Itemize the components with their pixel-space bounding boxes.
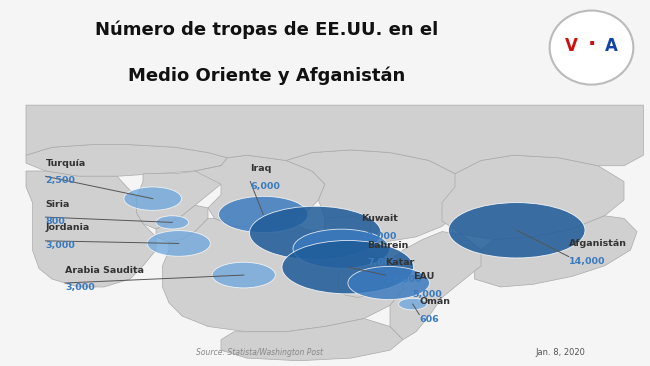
Text: EAU: EAU — [413, 272, 434, 281]
Circle shape — [448, 203, 585, 258]
Text: Iraq: Iraq — [250, 164, 272, 173]
Polygon shape — [156, 205, 208, 242]
Text: Turquía: Turquía — [46, 159, 86, 168]
Text: V: V — [565, 37, 578, 55]
Text: 3,000: 3,000 — [46, 241, 75, 250]
Polygon shape — [474, 216, 637, 287]
Polygon shape — [136, 166, 228, 229]
Text: A: A — [605, 37, 618, 55]
Polygon shape — [26, 145, 228, 176]
Circle shape — [250, 206, 381, 259]
Text: Afganistán: Afganistán — [569, 239, 627, 248]
Text: 3,000: 3,000 — [65, 283, 95, 292]
Text: 2,500: 2,500 — [46, 176, 75, 185]
Text: Omán: Omán — [419, 297, 450, 306]
Circle shape — [398, 298, 427, 310]
Circle shape — [147, 231, 211, 256]
Polygon shape — [195, 155, 325, 226]
Circle shape — [282, 240, 413, 294]
Text: Jordania: Jordania — [46, 223, 90, 232]
Polygon shape — [221, 318, 403, 361]
Polygon shape — [390, 232, 481, 340]
Text: 14,000: 14,000 — [569, 257, 605, 266]
Text: 13,000: 13,000 — [361, 232, 397, 240]
Polygon shape — [338, 242, 390, 298]
Polygon shape — [26, 105, 644, 173]
Polygon shape — [162, 219, 403, 332]
Text: Siria: Siria — [46, 200, 70, 209]
Text: Katar: Katar — [385, 258, 415, 267]
Polygon shape — [26, 171, 156, 287]
Circle shape — [124, 187, 181, 210]
Polygon shape — [286, 150, 468, 242]
Circle shape — [156, 216, 188, 229]
Text: 6,000: 6,000 — [250, 182, 280, 191]
Text: 5,000: 5,000 — [413, 290, 443, 299]
Text: Número de tropas de EE.UU. en el: Número de tropas de EE.UU. en el — [95, 20, 438, 39]
Text: 13,000: 13,000 — [385, 275, 422, 284]
Circle shape — [550, 11, 633, 85]
Text: ·: · — [588, 34, 595, 53]
Text: 800: 800 — [46, 217, 65, 226]
Text: Arabia Saudita: Arabia Saudita — [65, 266, 144, 274]
Polygon shape — [325, 216, 370, 242]
Circle shape — [348, 266, 430, 299]
Text: Kuwait: Kuwait — [361, 214, 398, 223]
Text: 7,000: 7,000 — [367, 258, 397, 267]
Circle shape — [218, 197, 308, 232]
Text: Jan. 8, 2020: Jan. 8, 2020 — [535, 348, 585, 357]
Text: Source: Statista/Washington Post: Source: Statista/Washington Post — [196, 348, 324, 357]
Text: Bahrein: Bahrein — [367, 240, 409, 250]
Polygon shape — [442, 155, 624, 239]
Circle shape — [212, 262, 276, 288]
Text: 606: 606 — [419, 315, 439, 324]
Circle shape — [293, 229, 389, 268]
Text: Medio Oriente y Afganistán: Medio Oriente y Afganistán — [128, 67, 405, 85]
